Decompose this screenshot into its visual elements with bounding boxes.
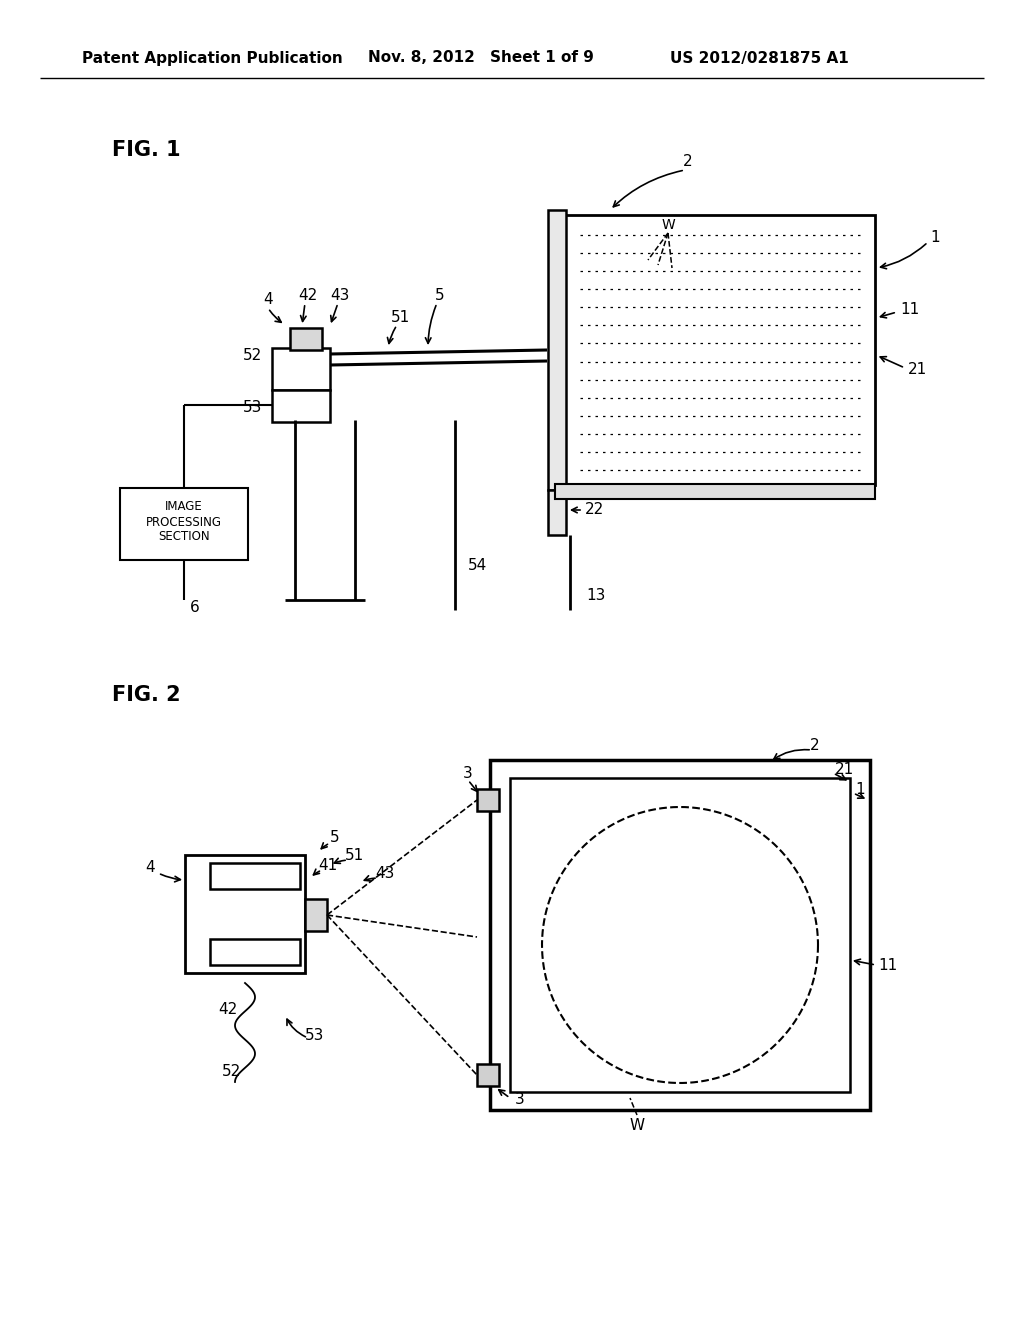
Text: 11: 11: [878, 957, 897, 973]
Text: 43: 43: [331, 288, 349, 302]
Text: 41: 41: [318, 858, 338, 874]
Text: 21: 21: [835, 763, 854, 777]
Text: 54: 54: [468, 557, 487, 573]
Text: 2: 2: [683, 154, 693, 169]
Bar: [272, 348, 330, 389]
Text: US 2012/0281875 A1: US 2012/0281875 A1: [670, 50, 849, 66]
Text: 1: 1: [855, 783, 864, 797]
Text: 53: 53: [243, 400, 262, 416]
Text: 1: 1: [930, 231, 940, 246]
Bar: [565, 215, 874, 484]
Text: 5: 5: [435, 288, 444, 302]
Text: 53: 53: [305, 1027, 325, 1043]
Text: 3: 3: [463, 766, 473, 780]
Text: IMAGE: IMAGE: [165, 500, 203, 513]
Text: Sheet 1 of 9: Sheet 1 of 9: [490, 50, 594, 66]
Text: FIG. 1: FIG. 1: [112, 140, 180, 160]
Text: 21: 21: [908, 363, 928, 378]
Text: 22: 22: [585, 503, 604, 517]
Text: W: W: [662, 218, 675, 232]
Bar: [490, 760, 870, 1110]
Text: 2: 2: [810, 738, 820, 752]
Text: 11: 11: [900, 302, 920, 318]
Text: SECTION: SECTION: [158, 531, 210, 544]
Text: PROCESSING: PROCESSING: [146, 516, 222, 528]
Bar: [120, 488, 248, 560]
Text: 51: 51: [390, 310, 410, 326]
Text: FIG. 2: FIG. 2: [112, 685, 180, 705]
Bar: [185, 855, 305, 973]
Text: Patent Application Publication: Patent Application Publication: [82, 50, 343, 66]
Text: 51: 51: [345, 847, 365, 862]
Text: 52: 52: [222, 1064, 242, 1080]
Text: 43: 43: [376, 866, 394, 880]
Text: 5: 5: [330, 830, 340, 846]
Bar: [548, 490, 566, 535]
Bar: [210, 939, 300, 965]
Bar: [477, 789, 499, 810]
Text: W: W: [630, 1118, 644, 1133]
Bar: [290, 327, 322, 350]
Bar: [477, 1064, 499, 1086]
Bar: [210, 863, 300, 888]
Bar: [555, 484, 874, 499]
Text: 4: 4: [263, 293, 272, 308]
Bar: [272, 389, 330, 422]
Text: Nov. 8, 2012: Nov. 8, 2012: [368, 50, 475, 66]
Text: 3: 3: [515, 1093, 525, 1107]
Text: 13: 13: [586, 587, 605, 602]
Bar: [510, 777, 850, 1092]
Text: 52: 52: [243, 347, 262, 363]
Text: 42: 42: [298, 288, 317, 302]
Text: 4: 4: [145, 861, 155, 875]
Bar: [305, 899, 327, 931]
Text: 6: 6: [190, 601, 200, 615]
Text: 42: 42: [218, 1002, 238, 1018]
Bar: [548, 210, 566, 490]
